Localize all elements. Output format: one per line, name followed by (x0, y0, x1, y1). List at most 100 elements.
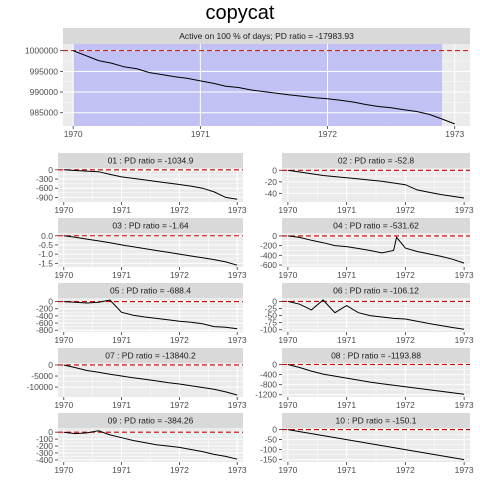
y-tick-label: -100 (260, 445, 277, 455)
strip-background (58, 348, 243, 363)
x-tick-label: 1970 (54, 465, 73, 475)
strip-label: 09 : PD ratio = -384.26 (108, 416, 194, 426)
y-tick-label: -600 (36, 183, 53, 193)
x-tick-label: 1972 (170, 205, 189, 215)
x-tick-label: 1971 (112, 400, 131, 410)
facet-panel-10: 10 : PD ratio = -150.1 1970 1971 1972 1973 -1… (260, 413, 474, 475)
x-tick-label: 1971 (337, 270, 356, 280)
strip-background (58, 153, 243, 168)
y-tick-label: -1.0 (38, 249, 53, 259)
strip-background (282, 283, 470, 298)
x-tick-label: 1973 (455, 400, 474, 410)
y-tick-label: 995000 (30, 66, 59, 76)
strip-background (282, 413, 470, 428)
y-tick-label: -20 (265, 177, 278, 187)
x-tick-label: 1971 (191, 129, 210, 139)
y-tick-label: -300 (36, 448, 53, 458)
y-tick-label: -800 (36, 325, 53, 335)
x-tick-label: 1972 (170, 400, 189, 410)
x-tick-label: 1971 (112, 465, 131, 475)
y-tick-label: 0.0 (41, 231, 53, 241)
x-tick-label: 1973 (455, 335, 474, 345)
x-tick-label: 1970 (278, 335, 297, 345)
y-tick-label: -10000 (27, 382, 54, 392)
series-line (287, 299, 465, 330)
facet-panel-7: 07 : PD ratio = -13840.2 1970 1971 1972 1973… (27, 348, 247, 410)
y-tick-label: -50 (265, 435, 278, 445)
strip-background (58, 413, 243, 428)
x-tick-label: 1970 (64, 129, 83, 139)
facet-panel-9: 09 : PD ratio = -384.26 1970 1971 1972 1973 -… (36, 413, 247, 475)
y-tick-label: -0.5 (38, 240, 53, 250)
x-tick-label: 1970 (278, 270, 297, 280)
y-tick-label: -200 (36, 441, 53, 451)
y-tick-label: -400 (36, 311, 53, 321)
x-tick-label: 1972 (396, 335, 415, 345)
y-tick-label: -600 (36, 318, 53, 328)
strip-label: 03 : PD ratio = -1.64 (112, 221, 189, 231)
y-tick-label: 0 (48, 360, 53, 370)
facet-panel-0: Active on 100 % of days; PD ratio = -179… (25, 28, 470, 139)
y-tick-label: 0 (48, 427, 53, 437)
y-tick-label: -75 (265, 318, 278, 328)
x-tick-label: 1972 (170, 335, 189, 345)
strip-background (63, 28, 470, 44)
strip-background (58, 218, 243, 233)
y-tick-label: -200 (260, 241, 277, 251)
x-tick-label: 1972 (396, 400, 415, 410)
x-tick-label: 1973 (228, 270, 247, 280)
x-tick-label: 1970 (278, 205, 297, 215)
strip-background (282, 348, 470, 363)
y-tick-label: 0 (48, 165, 53, 175)
x-tick-label: 1971 (337, 465, 356, 475)
x-tick-label: 1971 (337, 335, 356, 345)
strip-label: 06 : PD ratio = -106.12 (333, 286, 419, 296)
y-tick-label: 1000000 (25, 46, 58, 56)
y-tick-label: -40 (265, 188, 278, 198)
x-tick-label: 1972 (170, 465, 189, 475)
y-tick-label: -100 (260, 325, 277, 335)
chart-title: copycat (205, 2, 275, 24)
series-line (63, 430, 238, 460)
series-line (287, 429, 465, 461)
facet-panel-8: 08 : PD ratio = -1193.88 1970 1971 1972 1973… (255, 348, 474, 410)
x-tick-label: 1973 (455, 465, 474, 475)
y-tick-label: 990000 (30, 87, 59, 97)
series-line (287, 235, 465, 264)
facet-panel-6: 06 : PD ratio = -106.12 1970 1971 1972 1973 -… (260, 283, 474, 345)
x-tick-label: 1970 (54, 335, 73, 345)
x-tick-label: 1970 (278, 400, 297, 410)
series-line (63, 169, 238, 200)
x-tick-label: 1970 (278, 465, 297, 475)
series-line (63, 299, 238, 330)
y-tick-label: 0 (272, 231, 277, 241)
strip-background (282, 218, 470, 233)
y-tick-label: 0 (48, 297, 53, 307)
facet-panel-2: 02 : PD ratio = -52.8 1970 1971 1972 1973 -40… (265, 153, 474, 215)
facet-panel-1: 01 : PD ratio = -1034.9 1970 1971 1972 1973 -… (36, 153, 247, 215)
y-tick-label: -300 (36, 174, 53, 184)
strip-label: 04 : PD ratio = -531.62 (333, 221, 419, 231)
x-tick-label: 1973 (455, 270, 474, 280)
strip-label: Active on 100 % of days; PD ratio = -179… (179, 31, 354, 41)
series-line (63, 364, 238, 396)
series-line (287, 169, 465, 199)
strip-label: 05 : PD ratio = -688.4 (110, 286, 191, 296)
x-tick-label: 1971 (337, 400, 356, 410)
y-tick-label: -5000 (31, 371, 53, 381)
x-tick-label: 1971 (337, 205, 356, 215)
y-tick-label: 0 (272, 296, 277, 306)
facet-panel-5: 05 : PD ratio = -688.4 1970 1971 1972 1973 -8… (36, 283, 247, 345)
y-tick-label: -400 (260, 250, 277, 260)
strip-label: 10 : PD ratio = -150.1 (335, 416, 416, 426)
y-tick-label: 0 (272, 360, 277, 370)
x-tick-label: 1973 (228, 205, 247, 215)
facet-panel-3: 03 : PD ratio = -1.64 1970 1971 1972 1973 -1.… (38, 218, 247, 280)
x-tick-label: 1972 (396, 270, 415, 280)
x-tick-label: 1970 (54, 270, 73, 280)
x-tick-label: 1971 (112, 205, 131, 215)
strip-background (58, 283, 243, 298)
x-tick-label: 1973 (228, 335, 247, 345)
x-tick-label: 1973 (445, 129, 464, 139)
strip-background (282, 153, 470, 168)
